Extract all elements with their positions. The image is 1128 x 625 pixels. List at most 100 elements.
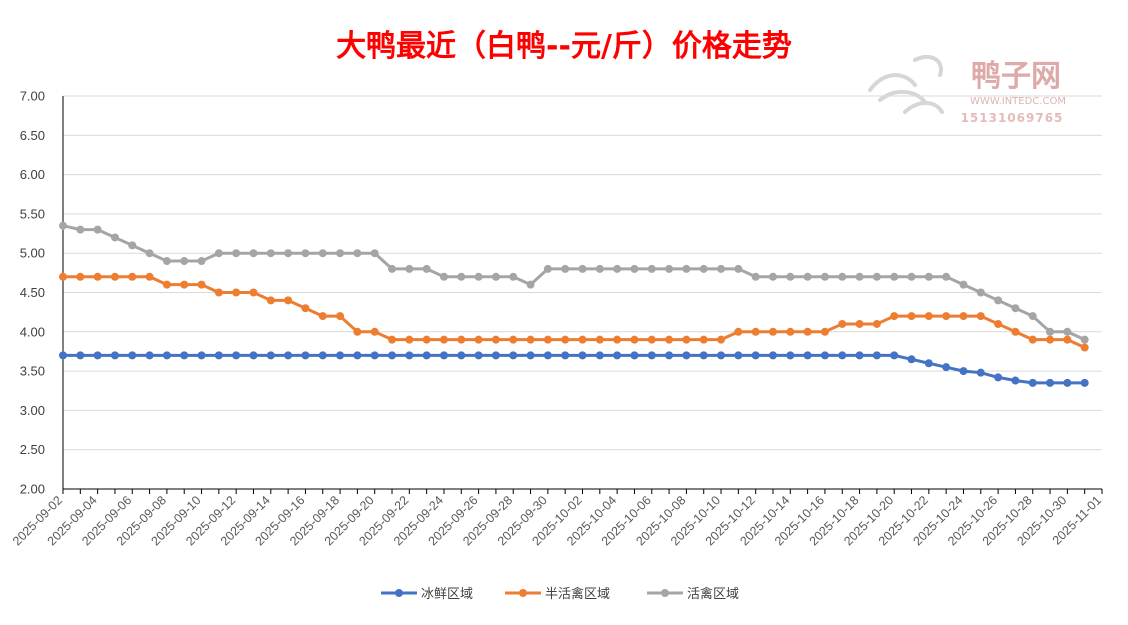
watermark-logo: 鸭子网 WWW.INTEDC.COM 15131069765 [868,54,1066,125]
series-冰鲜区域 [59,351,1089,387]
data-point [665,335,674,344]
data-point [249,288,258,297]
data-point [959,367,968,376]
legend-item: 冰鲜区域 [381,587,473,602]
data-point [561,264,570,273]
data-point [93,225,102,234]
data-point [370,351,379,360]
data-point [734,264,743,273]
data-point [1080,335,1089,344]
data-point [959,312,968,321]
data-point [422,335,431,344]
legend: 冰鲜区域 半活禽区域 活禽区域 [381,586,739,602]
data-point [751,327,760,336]
data-point [439,351,448,360]
data-point [232,288,241,297]
data-point [388,264,397,273]
data-point [93,272,102,281]
data-point [1080,378,1089,387]
data-point [907,312,916,321]
data-point [266,249,275,258]
data-point [474,351,483,360]
data-point [457,335,466,344]
data-point [942,312,951,321]
data-point [526,351,535,360]
data-point [1011,376,1020,385]
data-point [561,351,570,360]
data-point [907,355,916,364]
data-point [872,272,881,281]
legend-swatch-marker [661,589,669,597]
data-point [284,249,293,258]
legend-label: 冰鲜区域 [421,587,473,602]
data-point [924,312,933,321]
data-point [197,351,206,360]
data-point [543,351,552,360]
data-point [110,233,119,242]
data-point [232,249,241,258]
data-point [717,335,726,344]
data-point [855,272,864,281]
data-point [266,351,275,360]
data-point [76,272,85,281]
data-point [336,249,345,258]
data-point [561,335,570,344]
data-point [647,335,656,344]
data-point [197,257,206,266]
y-tick-label: 4.00 [20,324,45,339]
data-point [232,351,241,360]
data-point [1063,327,1072,336]
data-point [457,351,466,360]
data-point [578,264,587,273]
data-point [301,304,310,313]
data-point [682,351,691,360]
y-axis: 7.00 6.50 6.00 5.50 5.00 4.50 4.00 3.50 3.00 2.50… [20,89,64,497]
data-point [318,249,327,258]
data-point [526,280,535,289]
data-point [665,264,674,273]
y-tick-label: 6.50 [20,128,45,143]
data-point [665,351,674,360]
chart-title: 大鸭最近（白鸭--元/斤）价格走势 [336,29,792,64]
data-point [284,351,293,360]
data-point [630,335,639,344]
data-point [457,272,466,281]
data-point [353,351,362,360]
data-point [301,351,310,360]
data-point [180,257,189,266]
data-point [59,272,67,281]
data-point [717,351,726,360]
data-point [370,327,379,336]
data-point [353,327,362,336]
data-point [890,351,899,360]
data-point [595,335,604,344]
data-point [249,351,258,360]
data-point [855,351,864,360]
data-point [405,351,414,360]
data-point [994,319,1003,328]
data-point [491,272,500,281]
data-point [439,335,448,344]
data-point [128,351,137,360]
data-point [1046,378,1055,387]
data-point [786,272,795,281]
data-point [613,351,622,360]
data-point [942,363,951,372]
data-point [388,351,397,360]
legend-label: 半活禽区域 [545,586,610,602]
data-point [578,335,587,344]
data-point [1063,378,1072,387]
data-point [699,351,708,360]
legend-item: 活禽区域 [647,586,739,602]
data-point [924,359,933,368]
data-point [1080,343,1089,352]
data-point [820,351,829,360]
data-point [786,327,795,336]
data-point [180,280,189,289]
data-point [786,351,795,360]
data-point [717,264,726,273]
data-point [699,264,708,273]
data-point [1046,335,1055,344]
y-tick-label: 3.00 [20,403,45,418]
watermark-url: WWW.INTEDC.COM [970,96,1066,107]
